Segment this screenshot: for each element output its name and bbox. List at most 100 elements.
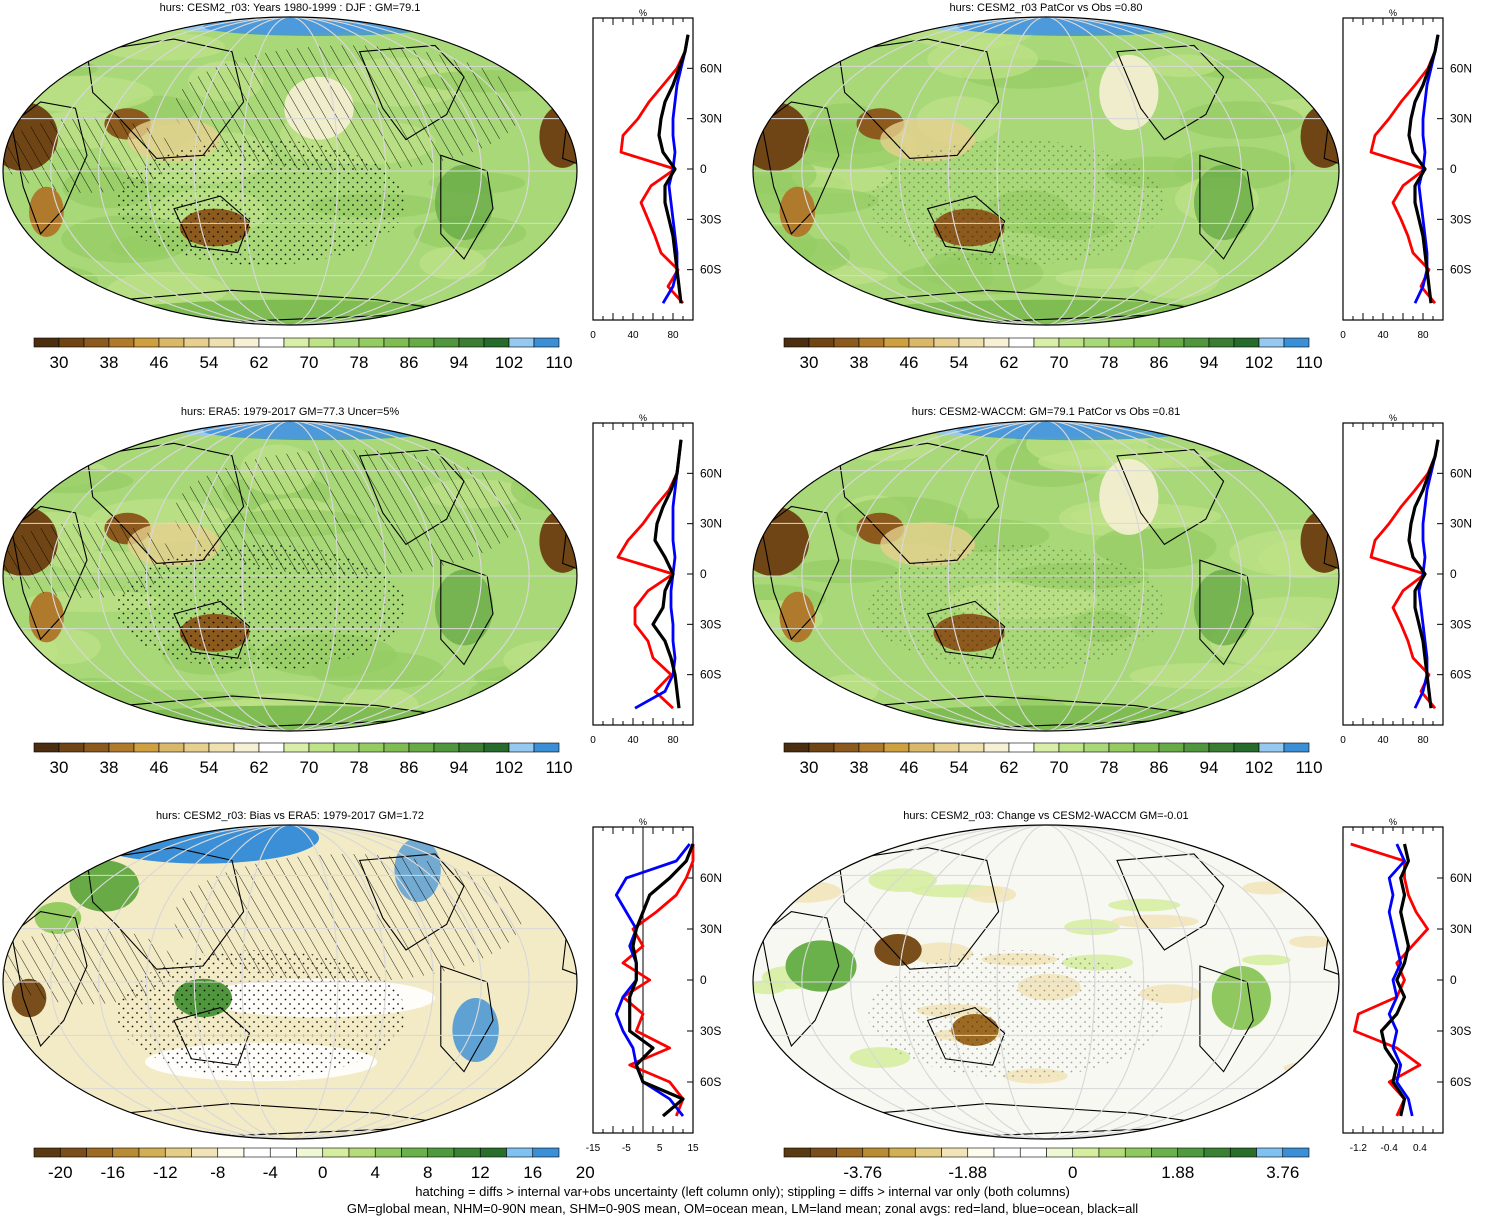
map-field-patch	[29, 591, 64, 643]
map-panel-6	[752, 824, 1340, 1140]
map-field-patch	[3, 266, 55, 312]
colorbar-label: 54	[950, 353, 969, 372]
map-field-patch	[510, 466, 577, 512]
colorbar-swatch	[433, 742, 460, 753]
colorbar-swatch	[808, 337, 835, 348]
colorbar-swatch	[333, 337, 360, 348]
map-field-patch	[791, 159, 893, 194]
map-field-patch	[1111, 914, 1199, 929]
colorbar-swatch	[833, 742, 860, 753]
map-field-patch	[849, 1047, 911, 1068]
zonal-x-tick-label: 40	[627, 330, 639, 341]
colorbar-label: 102	[495, 353, 523, 372]
graticule-meridian	[146, 17, 434, 325]
colorbar-label: 78	[1100, 758, 1119, 777]
map-field-patch	[927, 38, 1039, 80]
map-field-patch	[1194, 569, 1254, 646]
coastline	[440, 965, 494, 1073]
zonal-series-all	[651, 439, 683, 709]
map-title-6: hurs: CESM2_r03: Change vs CESM2-WACCM G…	[903, 810, 1189, 822]
colorbar-label: 94	[450, 758, 469, 777]
zonal-plot-2: % 60N 30N 0 30S 60S 0 40 80	[1340, 8, 1472, 341]
map-field-patch	[29, 186, 64, 237]
colorbar-4: 30 38 46 54 62 70 78 86 94 102 110	[783, 742, 1323, 777]
graticule-meridian	[98, 421, 482, 731]
map-field-patch	[468, 675, 553, 719]
graticule-meridian	[850, 17, 1242, 325]
graticule-meridian	[50, 825, 530, 1139]
colorbar-swatch	[1151, 1147, 1179, 1158]
colorbar-swatch	[1058, 337, 1085, 348]
colorbar-swatch	[933, 337, 960, 348]
colorbar-swatch	[1256, 1147, 1284, 1158]
colorbar-label: 54	[200, 758, 219, 777]
zonal-lat-label: 60S	[700, 668, 721, 682]
map-field-patch	[868, 868, 937, 893]
colorbar-swatch	[983, 337, 1010, 348]
zonal-plot-6: % 60N 30N 0 30S 60S -1.2 -0.4 0.4	[1342, 817, 1472, 1154]
map-border	[2, 420, 578, 732]
colorbar-swatch	[183, 337, 210, 348]
colorbar-swatch	[138, 1147, 166, 1158]
graticule-meridian	[899, 17, 1193, 325]
zonal-plot-4: % 60N 30N 0 30S 60S 0 40 80	[1340, 413, 1472, 746]
map-field-patch	[785, 940, 857, 992]
colorbar-swatch	[348, 1147, 376, 1158]
colorbar-swatch	[83, 742, 110, 753]
graticule-meridian	[146, 421, 434, 731]
graticule-meridian	[98, 825, 482, 1139]
colorbar-swatch	[1083, 337, 1110, 348]
zonal-x-tick-label: 40	[1377, 735, 1389, 746]
map-field-patch	[779, 186, 816, 237]
zonal-x-tick-label: -1.2	[1350, 1143, 1368, 1154]
colorbar-swatch	[83, 337, 110, 348]
colorbar-swatch	[958, 742, 985, 753]
colorbar-swatch	[269, 1147, 297, 1158]
colorbar-swatch	[836, 1147, 864, 1158]
hatch-region	[174, 45, 522, 172]
colorbar-swatch	[858, 337, 885, 348]
colorbar-label: -4	[263, 1163, 278, 1182]
zonal-lat-label: 60N	[700, 466, 722, 480]
graticule-meridian	[50, 421, 530, 731]
coastline	[1116, 853, 1225, 951]
graticule-meridian	[899, 421, 1193, 731]
map-field-patch	[1194, 164, 1254, 241]
colorbar-3: 30 38 46 54 62 70 78 86 94 102 110	[33, 742, 573, 777]
zonal-lat-label: 30S	[1450, 1024, 1471, 1038]
colorbar-label: 62	[1000, 758, 1019, 777]
colorbar-swatch	[427, 1147, 455, 1158]
zonal-unit-label: %	[639, 817, 647, 827]
map-border	[752, 824, 1340, 1140]
colorbar-swatch	[164, 1147, 192, 1158]
colorbar-swatch	[333, 742, 360, 753]
stipple-region	[868, 139, 1165, 266]
colorbar-label: 20	[576, 1163, 595, 1182]
coastline	[1199, 154, 1254, 260]
colorbar-swatch	[483, 742, 510, 753]
colorbar-swatch	[108, 742, 135, 753]
colorbar-swatch	[1133, 337, 1160, 348]
coastline	[1199, 965, 1254, 1073]
colorbar-swatch	[1158, 742, 1185, 753]
colorbar-swatch	[408, 742, 435, 753]
colorbar-2: 30 38 46 54 62 70 78 86 94 102 110	[783, 337, 1323, 372]
colorbar-swatch	[908, 337, 935, 348]
map-border	[2, 16, 578, 326]
colorbar-label: 0	[318, 1163, 327, 1182]
graticule-meridian	[899, 825, 1193, 1139]
hatch-region	[3, 117, 174, 193]
graticule-meridian	[801, 17, 1291, 325]
colorbar-swatch	[833, 337, 860, 348]
zonal-lat-label: 60S	[1450, 668, 1471, 682]
colorbar-swatch	[1229, 1147, 1257, 1158]
zonal-lat-label: 30S	[700, 1024, 721, 1038]
zonal-x-tick-label: 5	[657, 1143, 663, 1154]
colorbar-swatch	[86, 1147, 114, 1158]
colorbar-swatch	[233, 337, 260, 348]
colorbar-swatch	[983, 742, 1010, 753]
zonal-x-tick-label: 40	[1377, 330, 1389, 341]
colorbar-swatch	[453, 1147, 481, 1158]
colorbar-swatch	[58, 742, 85, 753]
colorbar-swatch	[993, 1147, 1021, 1158]
